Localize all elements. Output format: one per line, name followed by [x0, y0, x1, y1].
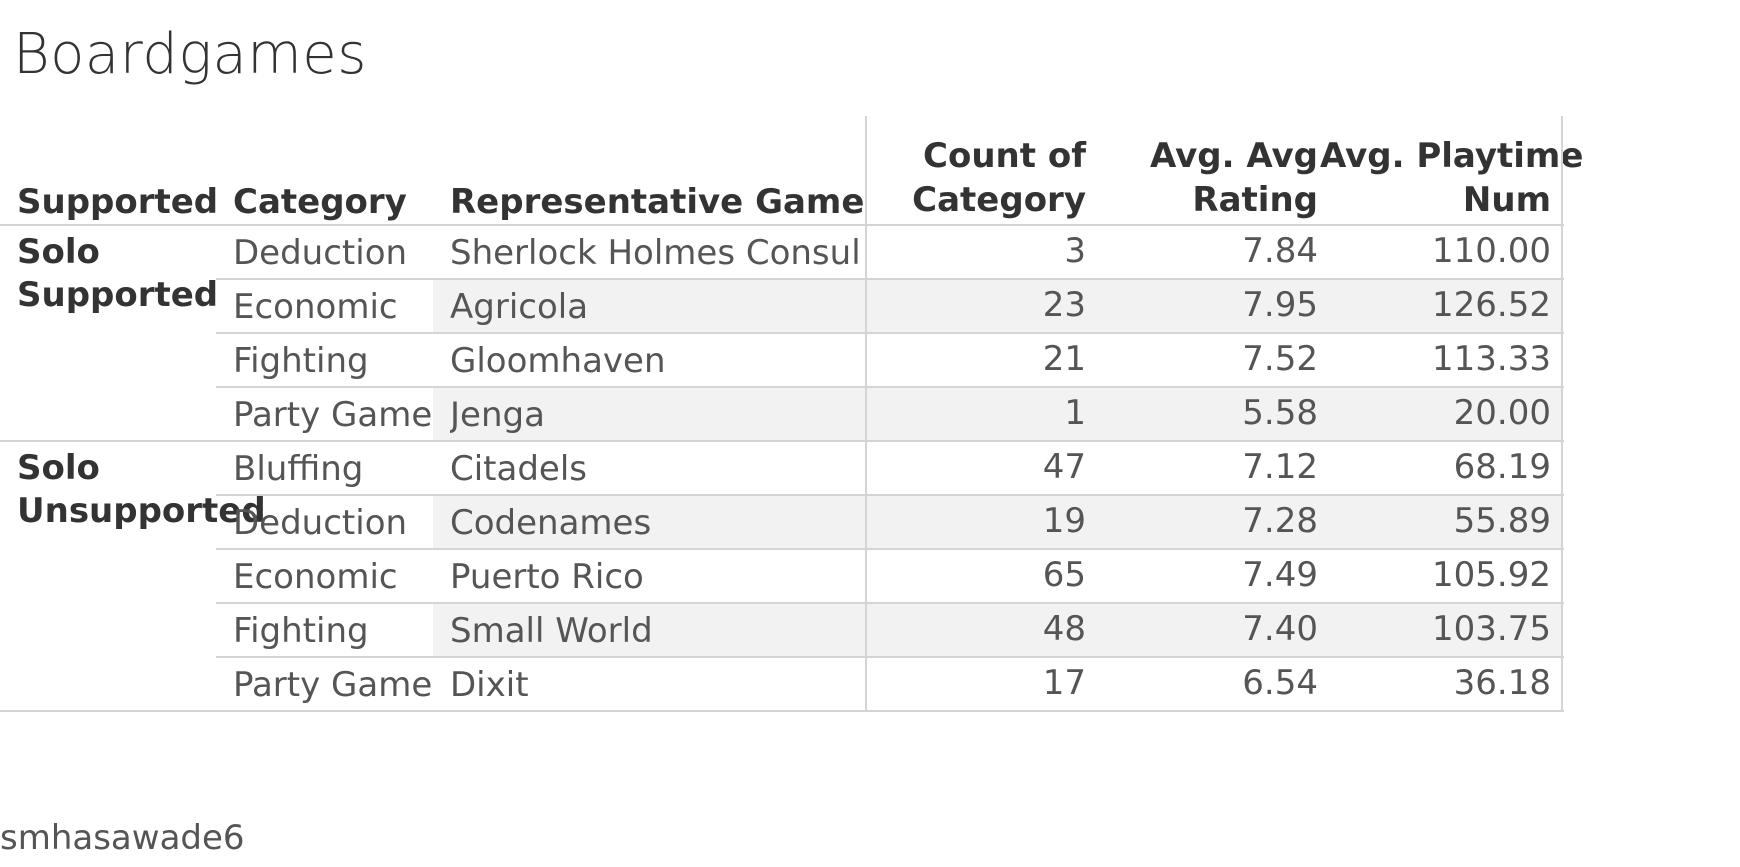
header-rating-line2: Rating [1192, 180, 1318, 220]
category-cell: Deduction [233, 503, 408, 543]
row-divider [216, 548, 1564, 550]
row-band [867, 280, 1561, 332]
rating-cell: 7.49 [1242, 555, 1318, 595]
game-cell: Small World [450, 611, 653, 651]
playtime-cell: 55.89 [1453, 501, 1551, 541]
count-cell: 65 [1042, 555, 1086, 595]
row-band [867, 388, 1561, 440]
group-label-line2: Unsupported [17, 491, 266, 531]
playtime-cell: 68.19 [1453, 447, 1551, 487]
rating-cell: 5.58 [1242, 393, 1318, 433]
header-category: Category [233, 182, 407, 222]
row-divider [216, 278, 1564, 280]
row-band [433, 496, 865, 548]
rating-cell: 7.28 [1242, 501, 1318, 541]
row-divider [216, 332, 1564, 334]
row-band [433, 604, 865, 656]
category-cell: Bluffing [233, 449, 364, 489]
header-count-line1: Count of [923, 136, 1086, 176]
playtime-cell: 20.00 [1453, 393, 1551, 433]
rating-cell: 7.95 [1242, 285, 1318, 325]
header-count-line2: Category [912, 180, 1086, 220]
row-divider [216, 386, 1564, 388]
category-cell: Economic [233, 557, 398, 597]
rating-cell: 7.52 [1242, 339, 1318, 379]
category-cell: Economic [233, 287, 398, 327]
group-label-line1: Solo [17, 448, 100, 488]
game-cell: Puerto Rico [450, 557, 644, 597]
header-playtime-line2: Num [1462, 180, 1551, 220]
category-cell: Party Game [233, 395, 433, 435]
row-band [867, 604, 1561, 656]
header-supported: Supported [17, 182, 219, 222]
row-divider [0, 710, 1564, 712]
game-cell: Jenga [450, 395, 545, 435]
row-band [867, 496, 1561, 548]
row-band [433, 388, 865, 440]
count-cell: 1 [1064, 393, 1086, 433]
count-cell: 17 [1042, 663, 1086, 703]
row-divider [216, 656, 1564, 658]
right-border [1561, 116, 1563, 712]
game-cell: Sherlock Holmes Consulti.. [450, 233, 860, 273]
count-cell: 47 [1042, 447, 1086, 487]
header-divider [0, 224, 1564, 226]
rating-cell: 6.54 [1242, 663, 1318, 703]
rating-cell: 7.84 [1242, 231, 1318, 271]
group-label-line2: Supported [17, 275, 219, 315]
playtime-cell: 36.18 [1453, 663, 1551, 703]
playtime-cell: 103.75 [1432, 609, 1551, 649]
game-cell: Dixit [450, 665, 529, 705]
playtime-cell: 110.00 [1432, 231, 1551, 271]
header-representative-game: Representative Game [450, 182, 865, 222]
row-band [433, 280, 865, 332]
row-divider [216, 494, 1564, 496]
category-cell: Party Game [233, 665, 433, 705]
group-label-line1: Solo [17, 232, 100, 272]
row-divider [0, 440, 1564, 442]
pane-divider [865, 116, 867, 712]
row-divider [216, 602, 1564, 604]
game-cell: Citadels [450, 449, 588, 489]
playtime-cell: 113.33 [1432, 339, 1551, 379]
game-cell: Agricola [450, 287, 589, 327]
count-cell: 21 [1042, 339, 1086, 379]
count-cell: 3 [1064, 231, 1086, 271]
count-cell: 23 [1042, 285, 1086, 325]
count-cell: 48 [1042, 609, 1086, 649]
rating-cell: 7.40 [1242, 609, 1318, 649]
count-cell: 19 [1042, 501, 1086, 541]
category-cell: Fighting [233, 611, 369, 651]
footer-author: smhasawade6 [0, 818, 245, 858]
rating-cell: 7.12 [1242, 447, 1318, 487]
category-cell: Fighting [233, 341, 369, 381]
chart-title: Boardgames [13, 22, 367, 87]
category-cell: Deduction [233, 233, 408, 273]
playtime-cell: 105.92 [1432, 555, 1551, 595]
game-cell: Gloomhaven [450, 341, 666, 381]
playtime-cell: 126.52 [1432, 285, 1551, 325]
header-playtime-line1: Avg. Playtime [1320, 136, 1584, 176]
game-cell: Codenames [450, 503, 652, 543]
header-rating-line1: Avg. Avg [1150, 136, 1318, 176]
